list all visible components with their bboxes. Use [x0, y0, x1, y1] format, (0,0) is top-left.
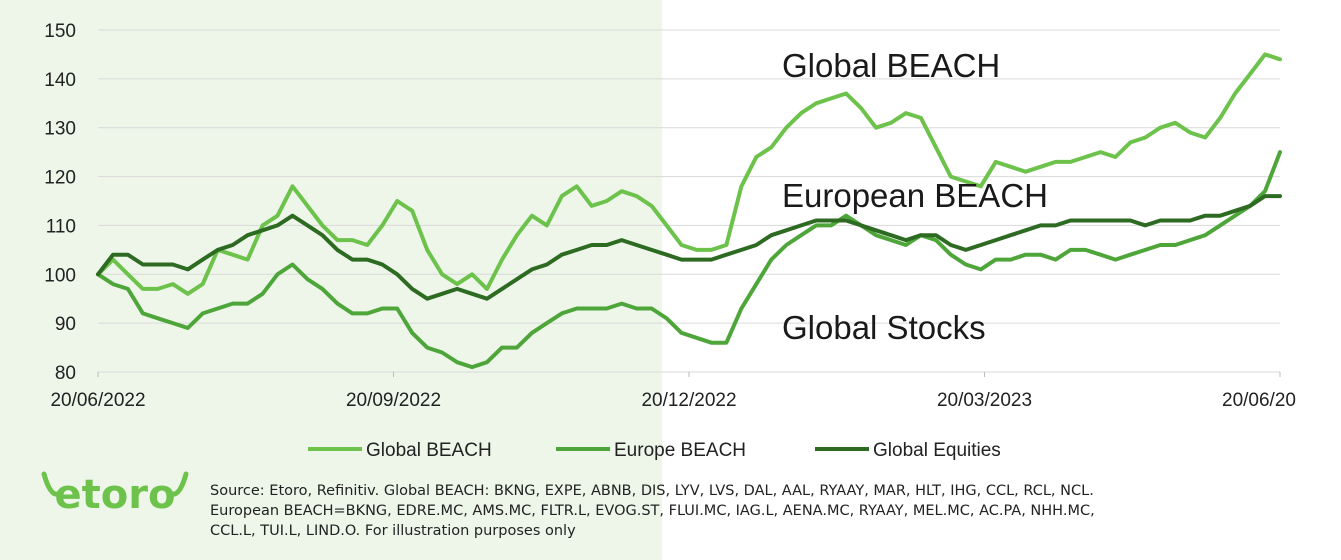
x-tick-label: 20/06/2022	[50, 390, 145, 411]
legend: Global BEACH Europe BEACH Global Equities	[308, 440, 1001, 461]
source-line-1: Source: Etoro, Refinitiv. Global BEACH: …	[210, 483, 1094, 499]
source-note: Source: Etoro, Refinitiv. Global BEACH: …	[210, 481, 1320, 541]
y-tick-label: 140	[44, 70, 76, 91]
source-line-3: CCL.L, TUI.L, LIND.O. For illustration p…	[210, 523, 576, 539]
x-tick-label: 20/03/2023	[937, 390, 1032, 411]
gridlines	[98, 29, 1280, 373]
series-lines	[96, 52, 1282, 370]
y-tick-label: 90	[55, 314, 76, 335]
y-tick-label: 80	[55, 363, 76, 384]
annotation-1: Global BEACH	[782, 47, 1000, 84]
y-tick-label: 110	[46, 216, 76, 237]
y-axis-tick-labels: 80 90 100 110 120 130 140 150	[44, 21, 76, 384]
y-tick-label: 130	[44, 119, 76, 140]
legend-label: Europe BEACH	[614, 440, 746, 461]
x-axis-tick-labels: 20/06/2022 20/09/2022 20/12/2022 20/03/2023…	[50, 372, 1296, 411]
source-line-2: European BEACH=BKNG, EDRE.MC, AMS.MC, FL…	[210, 503, 1095, 519]
x-tick-label: 20/09/2022	[346, 390, 441, 411]
legend-label: Global BEACH	[366, 440, 492, 461]
series-line-global-equities	[96, 194, 1282, 301]
y-tick-label: 120	[44, 168, 76, 189]
y-tick-label: 100	[44, 265, 76, 286]
etoro-logo: etoro	[41, 471, 189, 518]
legend-label: Global Equities	[873, 440, 1001, 461]
x-tick-label: 20/06/20	[1222, 390, 1296, 411]
annotation-2: European BEACH	[782, 177, 1048, 214]
svg-text:etoro: etoro	[55, 472, 176, 518]
series-annotations: Global BEACH European BEACH Global Stocks	[782, 47, 1048, 346]
y-tick-label: 150	[44, 21, 76, 42]
series-line-global-beach	[96, 52, 1282, 296]
annotation-3: Global Stocks	[782, 309, 986, 346]
series-line-europe-beach	[96, 150, 1282, 370]
x-tick-label: 20/12/2022	[641, 390, 736, 411]
